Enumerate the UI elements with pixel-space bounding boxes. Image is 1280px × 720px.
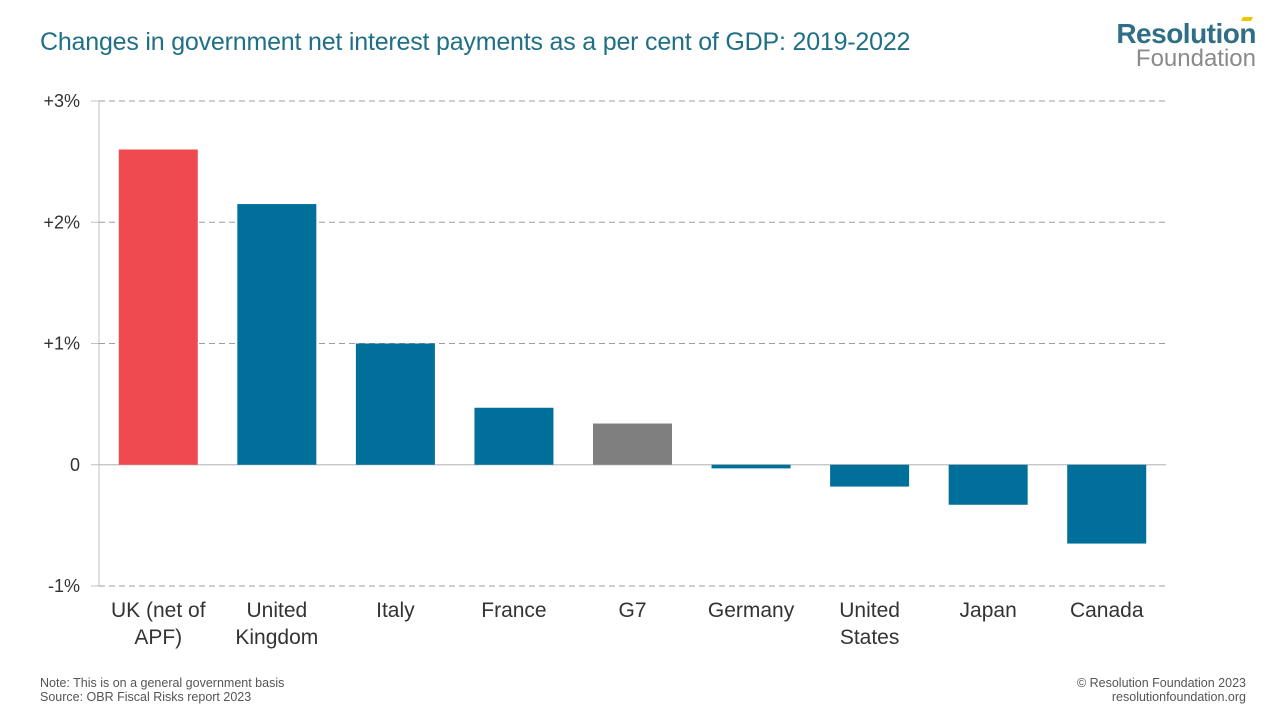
x-tick-label-line: United xyxy=(839,599,900,622)
x-tick-label-line: G7 xyxy=(618,599,646,622)
x-tick-label-line: Canada xyxy=(1070,599,1144,622)
bar xyxy=(711,464,791,469)
x-tick-label-line: Kingdom xyxy=(235,626,318,649)
x-tick-label-line: UK (net of xyxy=(111,599,206,622)
bar xyxy=(237,204,317,465)
x-tick-label-line: Germany xyxy=(708,599,795,622)
x-tick-label: Germany xyxy=(708,599,795,622)
y-tick-label: +3% xyxy=(43,91,80,111)
credit: © Resolution Foundation 2023 resolutionf… xyxy=(1077,676,1246,704)
x-tick-label-line: United xyxy=(246,599,307,622)
x-tick-label-line: APF) xyxy=(134,626,182,649)
bar xyxy=(593,423,672,465)
x-tick-label: Canada xyxy=(1070,599,1144,622)
bar xyxy=(474,407,554,465)
bar xyxy=(355,343,435,465)
y-tick-label: +1% xyxy=(43,334,80,354)
y-tick-label: +2% xyxy=(43,212,80,232)
x-tick-label: United Kingdom xyxy=(235,599,318,649)
footnote: Note: This is on a general government ba… xyxy=(40,676,284,704)
note-text: Note: This is on a general government ba… xyxy=(40,676,285,690)
copyright-text: © Resolution Foundation 2023 xyxy=(1076,676,1246,690)
bar xyxy=(830,464,910,487)
resolution-foundation-logo: Resolution Foundation xyxy=(1116,17,1256,72)
y-tick-label: 0 xyxy=(70,455,80,475)
bar xyxy=(948,464,1028,505)
y-tick-label: -1% xyxy=(48,576,80,596)
x-tick-label-line: Japan xyxy=(960,599,1017,622)
x-tick-label: United States xyxy=(839,599,900,649)
bar xyxy=(118,149,198,465)
x-tick-label: France xyxy=(481,599,546,622)
source-text: Source: OBR Fiscal Risks report 2023 xyxy=(40,690,252,704)
website-url: resolutionfoundation.org xyxy=(1111,690,1246,704)
bar xyxy=(1067,464,1147,544)
x-tick-label: G7 xyxy=(618,599,646,622)
x-tick-label: UK (net of APF) xyxy=(111,599,206,649)
logo-wordmark-line2: Foundation xyxy=(1135,45,1256,72)
x-tick-label-line: Italy xyxy=(376,599,415,622)
x-tick-label: Italy xyxy=(376,599,415,622)
x-tick-label: Japan xyxy=(960,599,1017,622)
chart-title: Changes in government net interest payme… xyxy=(40,28,911,56)
logo-wordmark-line1: Resolution xyxy=(1116,18,1256,49)
x-tick-label-line: France xyxy=(481,599,546,622)
x-tick-label-line: States xyxy=(840,626,900,649)
